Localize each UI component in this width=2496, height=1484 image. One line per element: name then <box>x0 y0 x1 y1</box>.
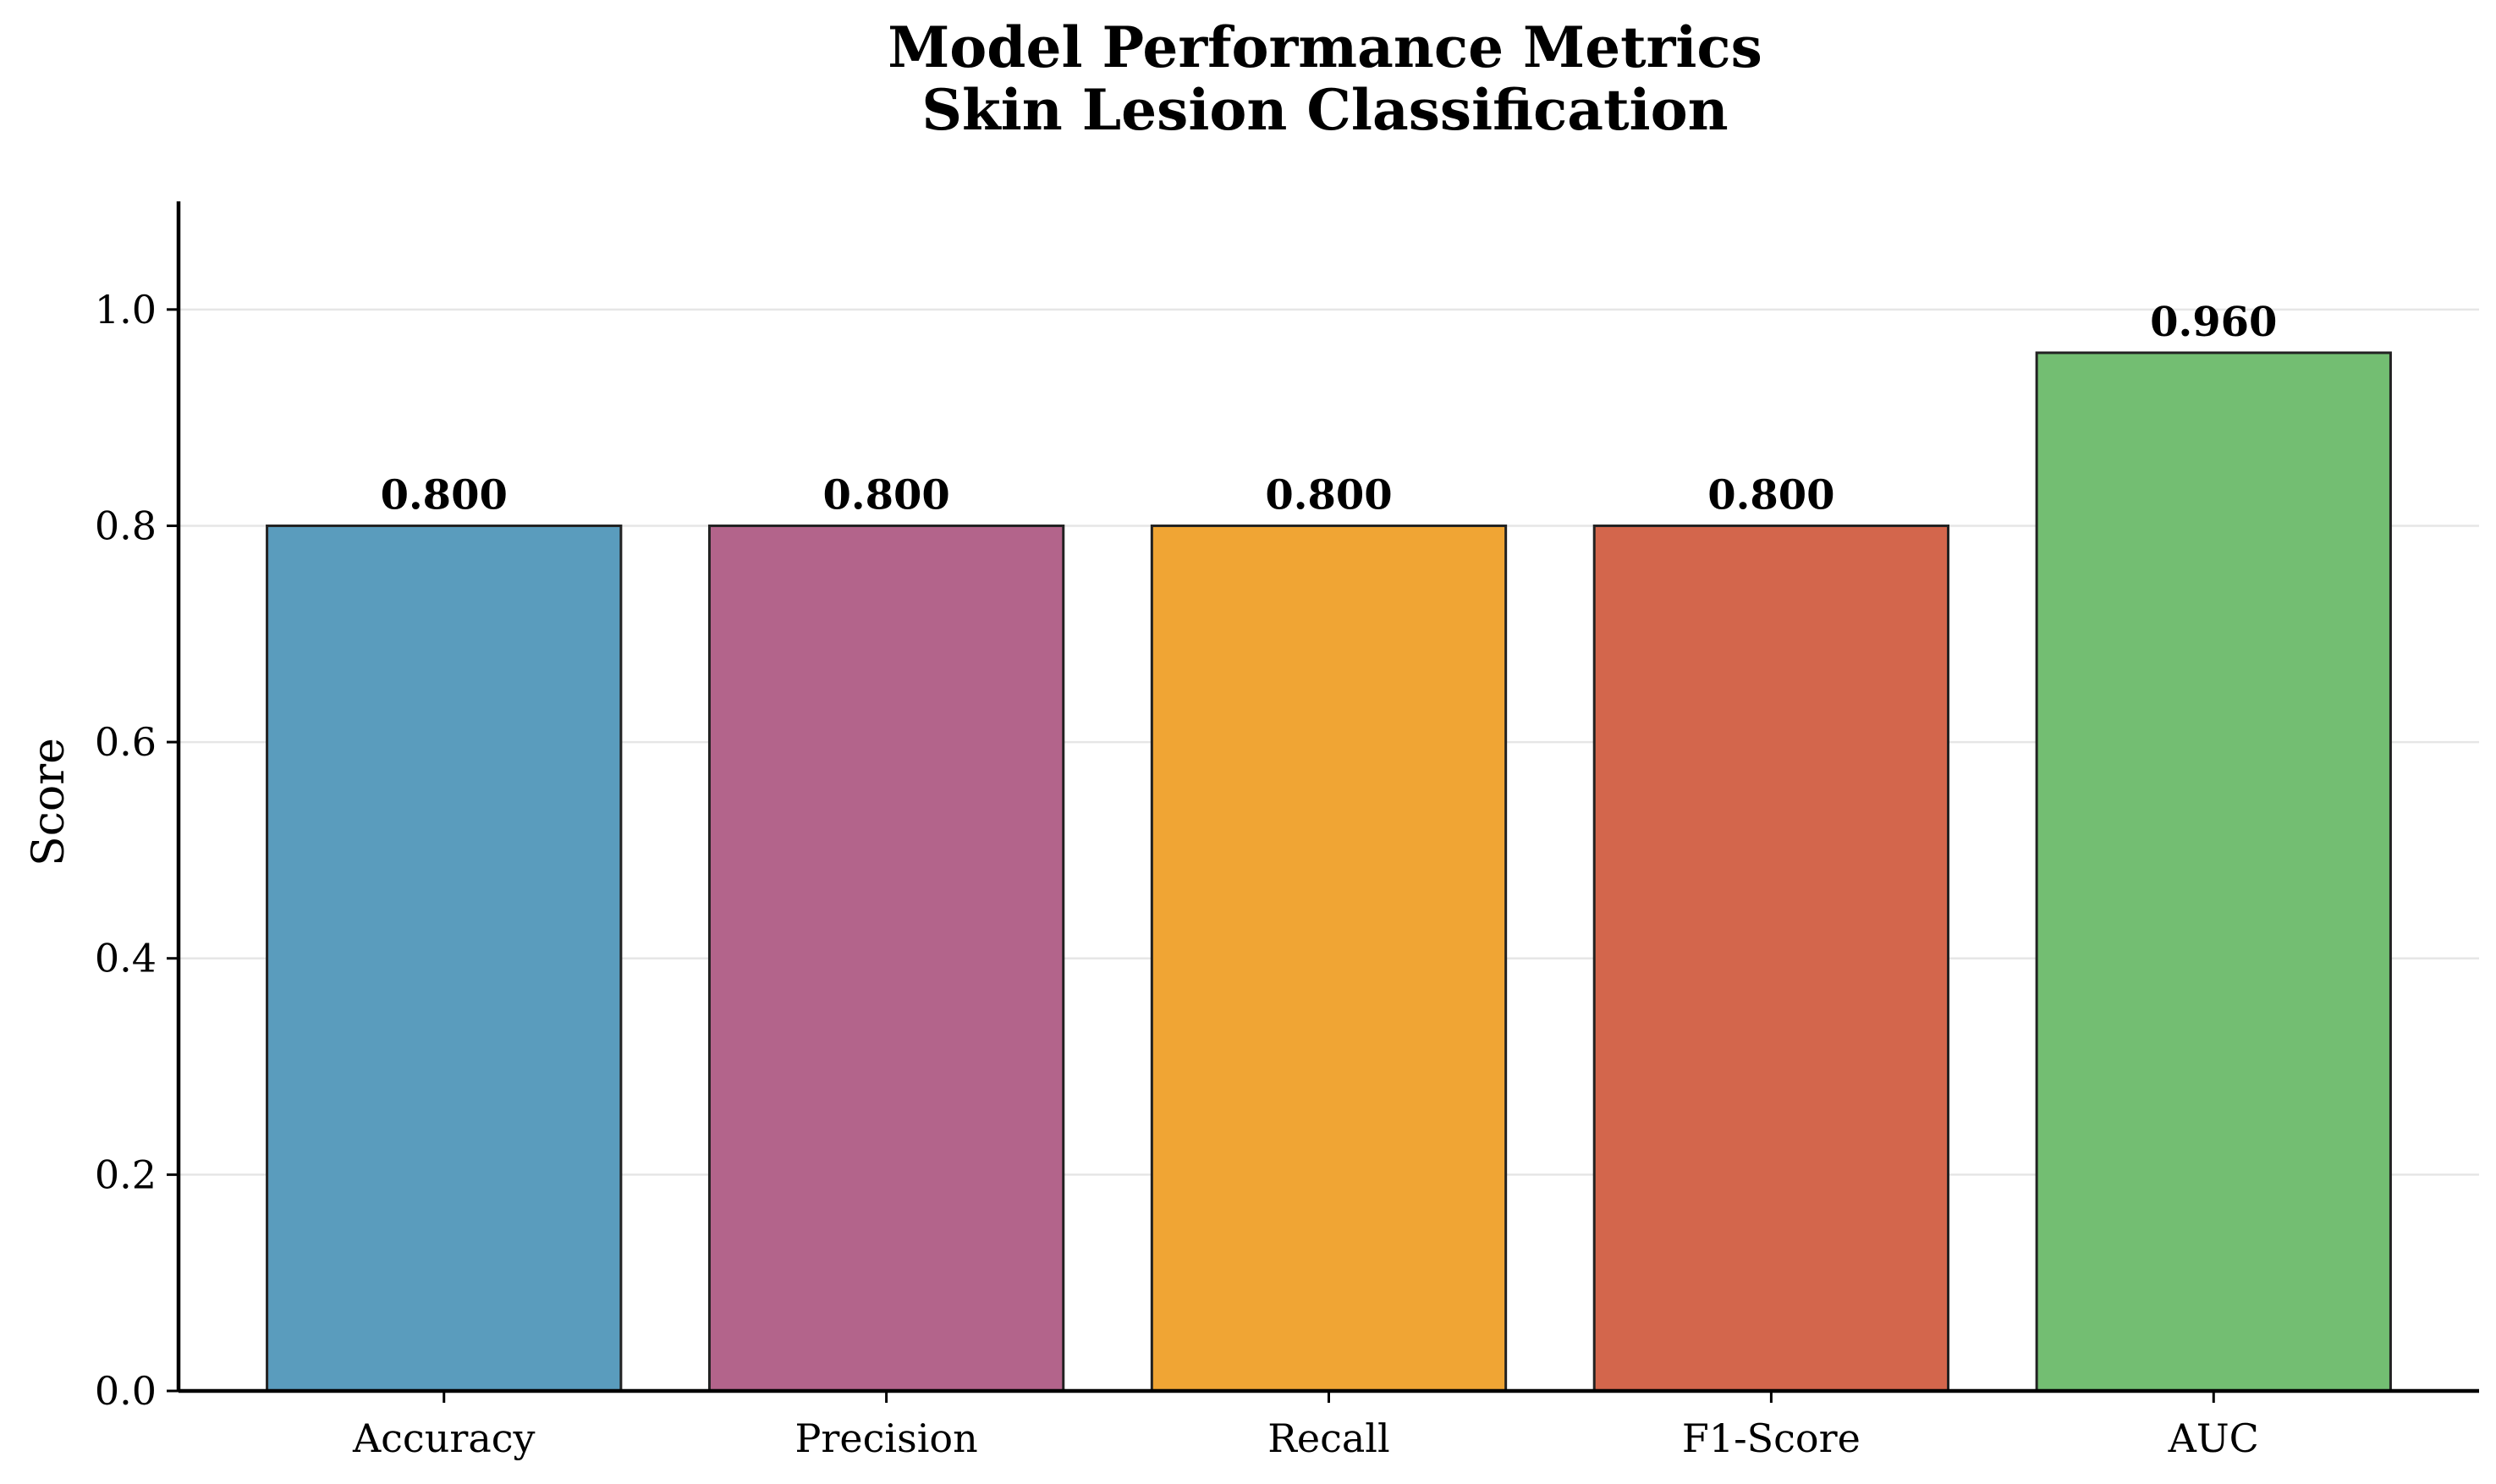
y-tick-label: 1.0 <box>95 287 157 333</box>
y-axis: 0.0 0.2 0.4 0.6 0.8 1.0 <box>95 201 181 1414</box>
value-label: 0.800 <box>822 471 949 519</box>
x-tick-label: Recall <box>1267 1415 1389 1461</box>
bar-accuracy <box>266 524 623 1393</box>
y-tick-label: 0.0 <box>95 1368 157 1414</box>
x-axis: Accuracy Precision Recall F1-Score AUC <box>179 1388 2479 1461</box>
chart-subtitle: Skin Lesion Classification <box>921 77 1728 143</box>
y-axis-label: Score <box>24 738 74 866</box>
chart-title: Model Performance Metrics <box>888 14 1762 80</box>
bar-f1-score <box>1592 524 1950 1393</box>
x-tick-label: Accuracy <box>352 1415 536 1461</box>
bar-recall <box>1150 524 1508 1393</box>
value-labels: 0.800 0.800 0.800 0.800 0.960 <box>381 299 2278 519</box>
value-label: 0.960 <box>2150 299 2277 346</box>
y-tick-label: 0.2 <box>95 1151 157 1197</box>
value-label: 0.800 <box>1707 471 1834 519</box>
value-label: 0.800 <box>1265 471 1392 519</box>
y-tick-label: 0.6 <box>95 719 157 765</box>
bars <box>266 351 2392 1393</box>
x-tick-label: Precision <box>794 1415 977 1461</box>
bar-auc <box>2035 351 2392 1393</box>
bar-precision <box>707 524 1065 1393</box>
x-tick-label: F1-Score <box>1682 1415 1861 1461</box>
y-tick-label: 0.8 <box>95 503 157 548</box>
y-tick-label: 0.4 <box>95 936 157 981</box>
value-label: 0.800 <box>381 471 508 519</box>
x-tick-label: AUC <box>2168 1415 2259 1461</box>
